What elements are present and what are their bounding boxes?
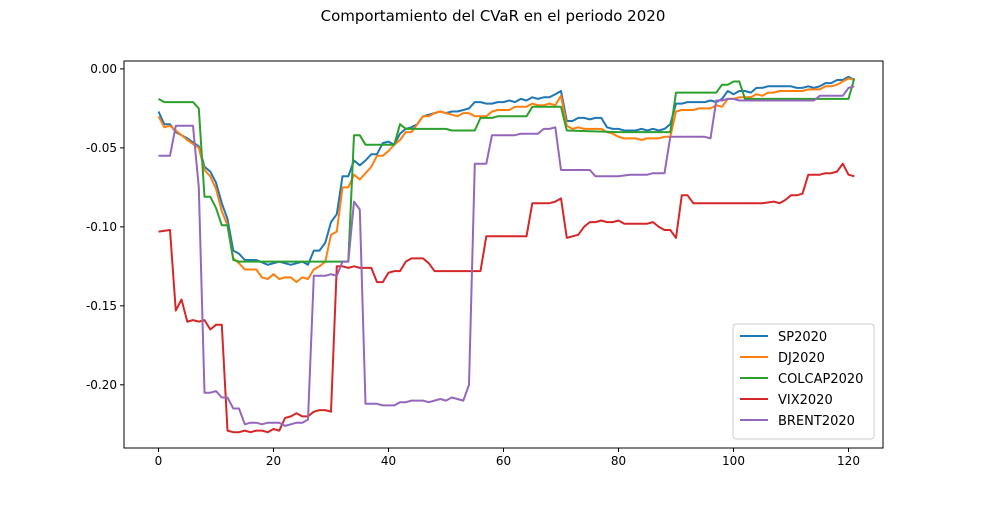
x-tick-label: 60 xyxy=(496,454,511,468)
x-tick-label: 100 xyxy=(722,454,745,468)
x-tick-label: 20 xyxy=(266,454,281,468)
legend-label-dj2020: DJ2020 xyxy=(778,351,825,366)
series-line-dj2020 xyxy=(157,77,855,284)
series-line-brent2020 xyxy=(158,85,855,427)
chart-title: Comportamiento del CVaR en el periodo 20… xyxy=(320,7,666,25)
legend-label-sp2020: SP2020 xyxy=(778,330,827,345)
legend-label-vix2020: VIX2020 xyxy=(778,393,833,408)
series-line-colcap2020 xyxy=(158,78,856,263)
x-tick-label: 40 xyxy=(381,454,396,468)
y-tick-label: -0.10 xyxy=(86,220,117,234)
series-line-sp2020 xyxy=(157,75,855,266)
legend-box xyxy=(732,323,875,440)
legend: SP2020 DJ2020 COLCAP2020 VIX2020 BRENT2020 xyxy=(732,323,875,440)
y-axis: 0.00 -0.05 -0.10 -0.15 -0.20 xyxy=(86,62,124,392)
series-line-vix2020 xyxy=(158,162,855,434)
x-axis: 0 20 40 60 80 100 120 xyxy=(155,448,860,468)
y-tick-label: 0.00 xyxy=(90,62,117,76)
y-tick-label: -0.05 xyxy=(86,141,117,155)
legend-label-brent2020: BRENT2020 xyxy=(778,414,855,429)
y-tick-label: -0.15 xyxy=(86,299,117,313)
x-tick-label: 120 xyxy=(837,454,860,468)
x-tick-label: 0 xyxy=(155,454,163,468)
legend-label-colcap2020: COLCAP2020 xyxy=(778,372,863,387)
series-layer xyxy=(157,75,856,434)
x-tick-label: 80 xyxy=(611,454,626,468)
y-tick-label: -0.20 xyxy=(86,378,117,392)
